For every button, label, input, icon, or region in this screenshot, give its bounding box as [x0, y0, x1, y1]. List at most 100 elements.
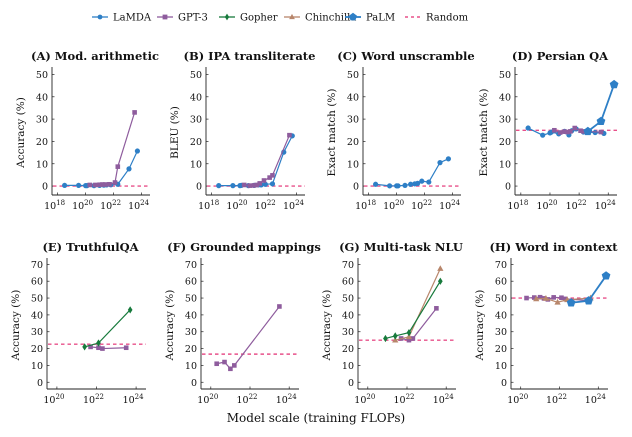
x-tick-label: 1022 — [546, 393, 567, 406]
data-point-gpt-3 — [267, 175, 272, 180]
legend-item-lamda: LaMDA — [92, 13, 152, 24]
x-tick-label: 1024 — [595, 199, 617, 212]
series-line-lamda — [218, 135, 293, 187]
panel-title: (H) Word in context — [489, 240, 618, 254]
data-point-gpt-3 — [406, 337, 412, 343]
y-tick-label: 50 — [31, 294, 43, 305]
x-tick-label: 1024 — [283, 199, 305, 212]
data-point-palm — [584, 296, 593, 305]
y-axis-label: Exact match (%) — [326, 89, 338, 177]
y-axis-label: Accuracy (%) — [15, 97, 27, 169]
series-line-chinchilla — [395, 268, 441, 341]
series-line-gopher — [84, 309, 131, 348]
data-point-gpt-3 — [565, 129, 570, 135]
series-gpt-3 — [241, 132, 292, 188]
data-point-gpt-3 — [531, 295, 537, 300]
data-point-gpt-3 — [96, 345, 101, 351]
data-point-gpt-3 — [93, 182, 98, 188]
y-tick-label: 50 — [499, 70, 511, 81]
data-point-chinchilla — [554, 298, 561, 305]
x-tick-label: 1018 — [44, 199, 65, 212]
y-axis-label: Exact match (%) — [478, 89, 490, 177]
x-tick-label: 1020 — [226, 199, 247, 212]
data-point-gpt-3 — [97, 182, 102, 188]
data-point-lamda — [216, 183, 222, 189]
x-tick-label: 1022 — [566, 199, 587, 212]
data-point-gpt-3 — [524, 295, 529, 301]
y-tick-label: 20 — [190, 137, 202, 148]
y-tick-label: 60 — [495, 277, 507, 288]
y-tick-label: 30 — [31, 327, 43, 338]
y-tick-label: 20 — [36, 137, 48, 148]
x-tick-label: 1020 — [197, 393, 218, 406]
panel-title: (A) Mod. arithmetic — [31, 49, 159, 63]
y-tick-label: 20 — [342, 344, 354, 355]
data-point-gpt-3 — [257, 181, 263, 186]
data-point-lamda — [373, 181, 379, 187]
legend-marker-circle-icon — [97, 14, 103, 20]
series-line-gpt-3 — [244, 134, 290, 187]
y-axis-label: Accuracy (%) — [10, 290, 22, 362]
y-tick-label: 0 — [191, 378, 197, 389]
x-tick-label: 1024 — [439, 199, 461, 212]
series-palm — [583, 79, 619, 136]
data-point-gpt-3 — [100, 182, 105, 187]
y-tick-label: 50 — [495, 294, 507, 305]
data-point-gpt-3 — [232, 363, 237, 368]
data-point-gpt-3 — [270, 173, 275, 178]
y-tick-label: 40 — [36, 92, 48, 103]
legend-item-gopher: Gopher — [219, 13, 278, 24]
data-point-chinchilla — [437, 265, 444, 271]
panel-title: (G) Multi-task NLU — [339, 240, 463, 254]
data-point-gpt-3 — [87, 182, 93, 188]
data-point-gpt-3 — [572, 125, 578, 131]
data-point-gpt-3 — [562, 129, 567, 134]
x-tick-label: 1022 — [83, 393, 104, 406]
y-tick-label: 0 — [505, 182, 511, 193]
x-tick-label: 1022 — [100, 199, 121, 212]
data-point-gopher — [127, 306, 133, 314]
data-point-lamda — [395, 183, 401, 189]
legend-label: PaLM — [366, 13, 395, 24]
y-tick-label: 20 — [31, 344, 43, 355]
x-tick-label: 1020 — [536, 199, 557, 212]
data-point-palm — [583, 126, 593, 136]
data-point-gpt-3 — [552, 127, 557, 133]
data-point-gpt-3 — [410, 336, 416, 341]
data-point-lamda — [419, 178, 425, 184]
data-point-gpt-3 — [537, 294, 543, 300]
data-point-gpt-3 — [132, 110, 137, 115]
data-point-lamda — [230, 183, 236, 189]
legend-label: GPT-3 — [178, 13, 208, 24]
data-point-lamda — [408, 181, 414, 187]
y-tick-label: 30 — [185, 327, 197, 338]
data-point-lamda — [76, 182, 82, 189]
data-point-gpt-3 — [559, 295, 564, 301]
data-point-gpt-3 — [581, 129, 586, 134]
series-line-gpt-3 — [89, 112, 136, 186]
y-axis-label: Accuracy (%) — [474, 290, 486, 362]
series-line-gopher — [385, 280, 441, 340]
legend-marker-pentagon-icon — [349, 12, 357, 21]
y-tick-label: 40 — [347, 92, 359, 103]
x-tick-label: 1020 — [43, 393, 64, 406]
y-tick-label: 60 — [31, 277, 43, 288]
data-point-chinchilla — [392, 336, 399, 343]
y-tick-label: 0 — [353, 182, 359, 193]
y-tick-label: 30 — [190, 115, 202, 126]
x-tick-label: 1022 — [393, 393, 414, 406]
data-point-gpt-3 — [102, 182, 108, 187]
x-tick-label: 1018 — [507, 199, 528, 212]
data-point-palm — [596, 116, 606, 126]
data-point-lamda — [262, 181, 268, 187]
data-point-gpt-3 — [277, 304, 282, 309]
data-point-lamda — [62, 182, 68, 189]
y-tick-label: 0 — [501, 378, 507, 389]
data-point-gopher — [392, 332, 398, 340]
y-tick-label: 20 — [185, 344, 197, 355]
series-gpt-3 — [87, 110, 137, 188]
y-tick-label: 30 — [499, 115, 511, 126]
